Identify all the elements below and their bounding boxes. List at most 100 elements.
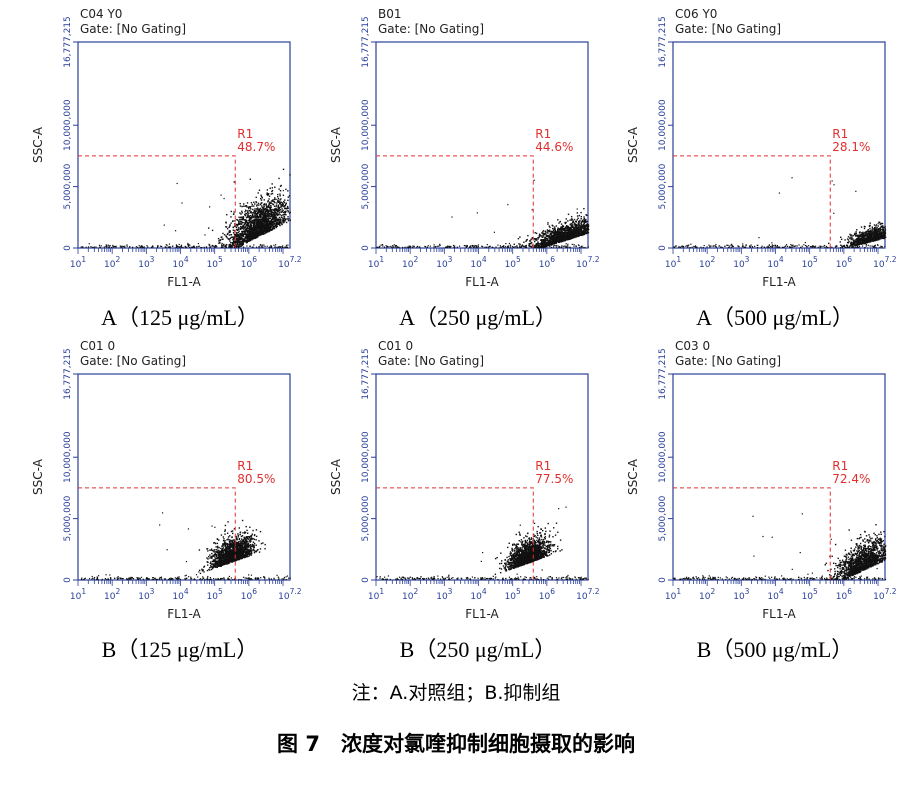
data-point bbox=[756, 244, 758, 247]
data-point bbox=[858, 235, 860, 237]
data-point bbox=[862, 232, 865, 235]
data-point bbox=[860, 226, 863, 228]
data-point bbox=[223, 243, 225, 246]
data-point bbox=[813, 246, 815, 248]
data-point bbox=[847, 246, 849, 248]
data-point bbox=[529, 240, 531, 242]
data-point bbox=[833, 212, 835, 214]
data-point bbox=[549, 237, 551, 239]
data-point bbox=[260, 212, 263, 214]
data-point bbox=[208, 245, 210, 247]
data-point bbox=[237, 220, 240, 223]
data-point bbox=[238, 242, 241, 244]
data-point bbox=[857, 235, 859, 237]
data-point bbox=[242, 240, 244, 243]
data-point bbox=[268, 213, 270, 215]
data-point bbox=[573, 236, 576, 238]
data-point bbox=[840, 246, 842, 249]
data-point bbox=[251, 214, 254, 217]
data-point bbox=[230, 234, 233, 236]
data-point bbox=[220, 194, 222, 196]
data-point bbox=[571, 231, 573, 234]
data-point bbox=[285, 218, 287, 220]
data-point bbox=[771, 245, 773, 247]
data-point bbox=[855, 232, 857, 235]
data-point bbox=[260, 232, 263, 234]
data-point bbox=[265, 217, 267, 219]
data-point bbox=[568, 229, 570, 231]
data-point bbox=[575, 235, 577, 237]
data-point bbox=[238, 241, 240, 243]
data-point bbox=[388, 246, 390, 248]
data-point bbox=[269, 202, 271, 204]
data-point bbox=[263, 203, 266, 205]
data-point bbox=[270, 209, 272, 211]
data-point bbox=[245, 221, 248, 223]
data-point bbox=[724, 245, 726, 247]
data-point bbox=[257, 213, 259, 215]
data-point bbox=[547, 243, 549, 245]
data-point bbox=[254, 235, 257, 238]
data-point bbox=[438, 245, 440, 247]
data-point bbox=[275, 213, 278, 216]
data-point bbox=[585, 229, 587, 231]
data-point bbox=[256, 227, 259, 230]
data-point bbox=[870, 232, 872, 235]
data-point bbox=[277, 223, 279, 225]
data-point bbox=[408, 245, 410, 247]
data-point bbox=[247, 237, 249, 240]
data-point bbox=[254, 227, 256, 229]
data-point bbox=[703, 244, 705, 247]
data-point bbox=[272, 199, 274, 201]
data-point bbox=[564, 239, 566, 242]
data-point bbox=[846, 245, 849, 247]
data-point bbox=[256, 230, 258, 232]
data-point bbox=[572, 229, 575, 231]
data-point bbox=[769, 246, 772, 248]
data-point bbox=[280, 201, 282, 203]
data-point bbox=[272, 228, 275, 230]
data-point bbox=[268, 195, 271, 197]
data-point bbox=[567, 230, 570, 233]
data-point bbox=[90, 246, 92, 248]
data-point bbox=[235, 235, 237, 237]
data-point bbox=[275, 205, 277, 208]
data-point bbox=[804, 241, 806, 244]
data-point bbox=[232, 226, 234, 229]
data-point bbox=[882, 235, 884, 237]
data-point bbox=[140, 245, 142, 247]
data-point bbox=[260, 245, 263, 247]
data-point bbox=[267, 224, 269, 226]
data-point bbox=[251, 231, 254, 234]
data-point bbox=[587, 227, 589, 230]
data-point bbox=[252, 246, 254, 248]
data-point bbox=[249, 237, 251, 239]
data-point bbox=[865, 233, 867, 235]
data-point bbox=[488, 245, 491, 248]
data-point bbox=[718, 245, 720, 247]
y-axis-label: SSC-A bbox=[31, 126, 45, 163]
data-point bbox=[87, 246, 90, 248]
data-point bbox=[259, 211, 262, 214]
data-point bbox=[583, 218, 585, 221]
data-point bbox=[237, 228, 240, 231]
y-tick-label: 16,777,215 bbox=[658, 16, 668, 68]
data-point bbox=[867, 241, 869, 243]
data-point bbox=[586, 214, 588, 217]
data-point bbox=[273, 219, 275, 221]
data-point bbox=[570, 227, 572, 229]
data-point bbox=[269, 224, 272, 226]
data-point bbox=[537, 238, 539, 240]
data-point bbox=[229, 224, 231, 226]
data-point bbox=[880, 245, 882, 247]
data-point bbox=[161, 245, 163, 248]
data-point bbox=[580, 215, 583, 218]
data-point bbox=[742, 245, 744, 247]
data-point bbox=[542, 230, 545, 232]
data-point bbox=[851, 242, 853, 244]
data-point bbox=[252, 238, 255, 240]
data-point bbox=[245, 223, 248, 226]
data-point bbox=[251, 227, 254, 229]
data-point bbox=[538, 236, 540, 239]
data-point bbox=[108, 246, 110, 248]
